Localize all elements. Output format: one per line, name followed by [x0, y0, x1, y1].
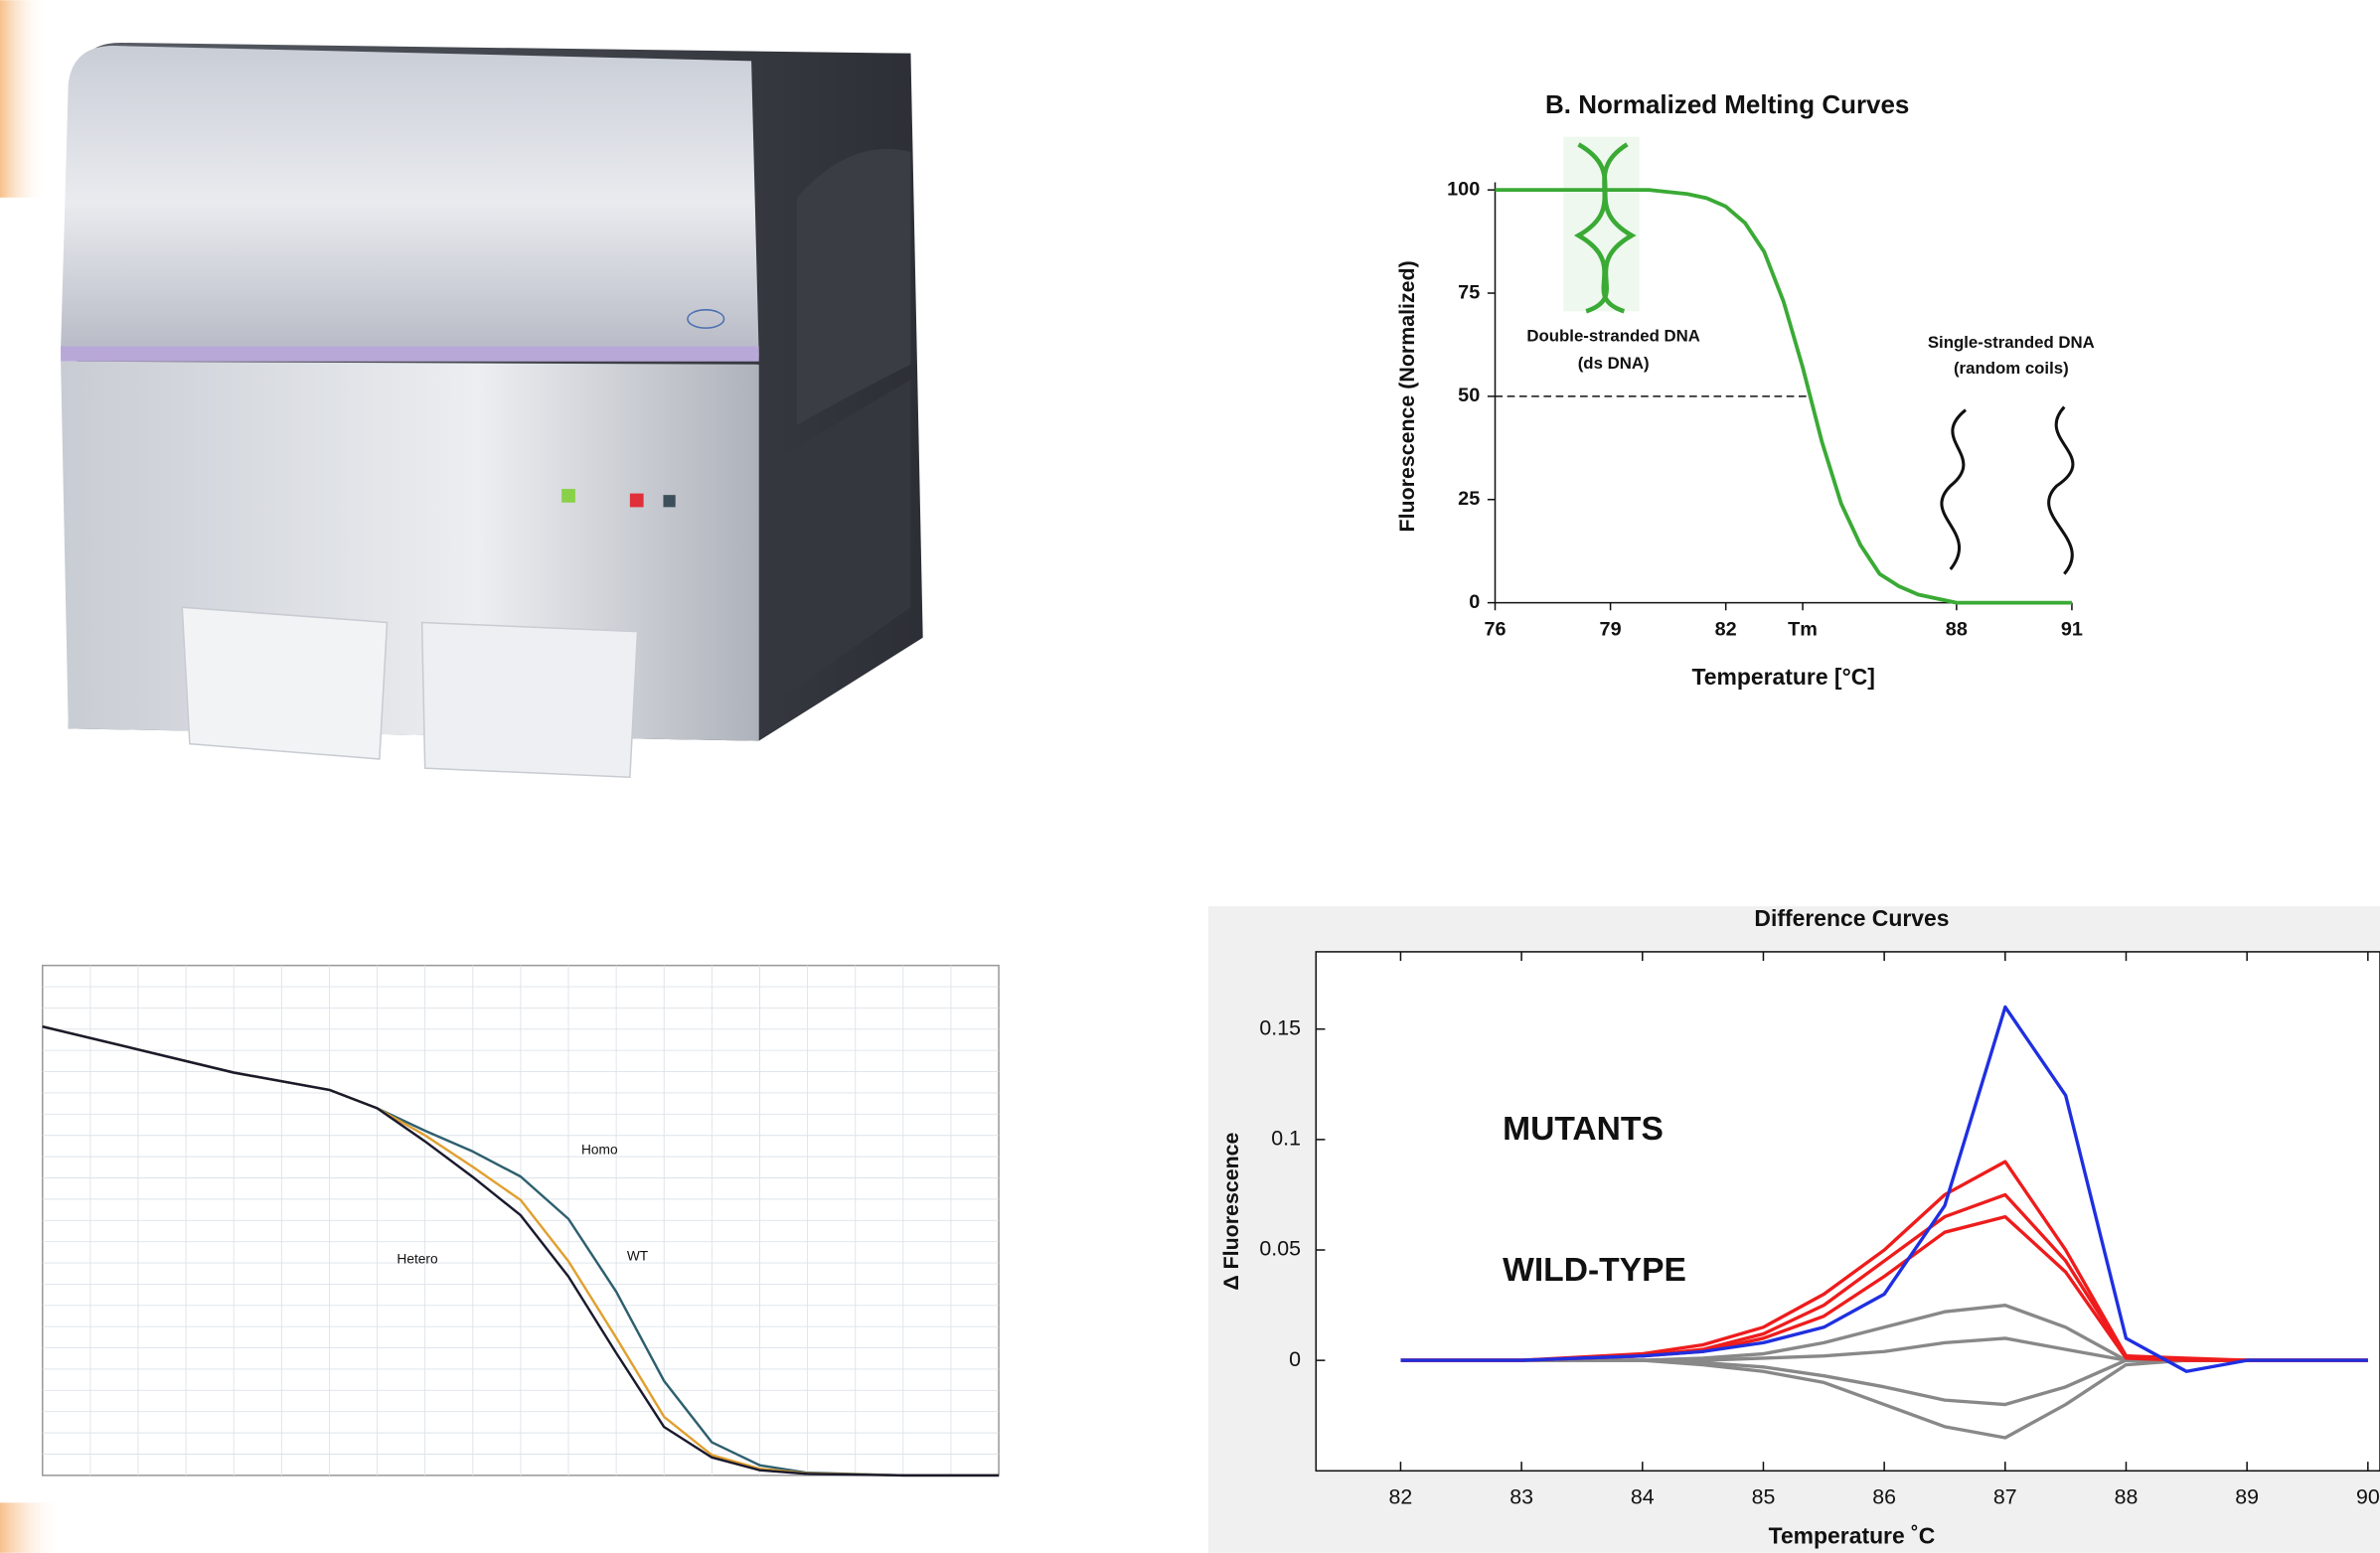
x-tick-label: 88 — [1946, 618, 1968, 640]
annotation: WT — [627, 1249, 649, 1264]
annotation: (ds DNA) — [1578, 354, 1650, 373]
x-tick-label: 88 — [2115, 1484, 2139, 1508]
series-line — [1400, 1160, 2368, 1362]
annotation: (random coils) — [1954, 359, 2069, 378]
chart-title: B. Normalized Melting Curves — [1545, 89, 1909, 119]
annotation: Single-stranded DNA — [1928, 333, 2095, 352]
edge-glow — [0, 0, 46, 198]
plot-area — [1315, 951, 2380, 1473]
series-line — [42, 1025, 1000, 1477]
y-tick-label: 50 — [1458, 385, 1480, 406]
y-tick-label: 100 — [1447, 178, 1480, 200]
annotation: MUTANTS — [1503, 1111, 1664, 1148]
annotation: Double-stranded DNA — [1526, 327, 1700, 346]
y-tick-label: 0.05 — [1259, 1237, 1301, 1261]
x-axis-label: Temperature [°C] — [1692, 664, 1875, 690]
dna-helix-icon — [1563, 136, 1640, 314]
annotation: Hetero — [397, 1252, 438, 1267]
x-tick-label: 91 — [2061, 618, 2083, 640]
x-tick-label: 90 — [2356, 1484, 2380, 1508]
chart-title: Difference Curves — [1754, 905, 1949, 931]
edge-glow — [0, 1502, 62, 1553]
y-tick-label: 75 — [1458, 281, 1480, 303]
x-tick-label: 84 — [1631, 1484, 1655, 1508]
x-tick-label: 89 — [2235, 1484, 2259, 1508]
x-tick-label: 76 — [1484, 618, 1506, 640]
annotation: Homo — [581, 1143, 618, 1158]
x-tick-label: 87 — [1993, 1484, 2017, 1508]
annotation: WILD-TYPE — [1503, 1252, 1686, 1289]
y-tick-label: 25 — [1458, 488, 1480, 510]
x-tick-label: 86 — [1872, 1484, 1896, 1508]
x-tick-label: 82 — [1715, 618, 1737, 640]
x-tick-label: Tm — [1788, 618, 1818, 640]
x-tick-label: 83 — [1509, 1484, 1533, 1508]
y-tick-label: 0.15 — [1259, 1015, 1301, 1039]
y-axis-label: Fluorescence (Normalized) — [1395, 260, 1419, 532]
y-tick-label: 0.1 — [1271, 1127, 1301, 1151]
x-axis-label: Temperature ˚C — [1769, 1523, 1936, 1549]
y-tick-label: 0 — [1289, 1347, 1301, 1371]
series-line — [1495, 188, 2072, 605]
series-line — [1400, 1005, 2368, 1373]
y-axis-label: Δ Fluorescence — [1219, 1132, 1243, 1290]
x-tick-label: 79 — [1600, 618, 1622, 640]
x-tick-label: 85 — [1752, 1484, 1776, 1508]
random-coil-icon — [1940, 405, 2075, 575]
x-tick-label: 82 — [1389, 1484, 1413, 1508]
instrument-photo — [61, 42, 923, 779]
y-tick-label: 0 — [1469, 591, 1480, 613]
